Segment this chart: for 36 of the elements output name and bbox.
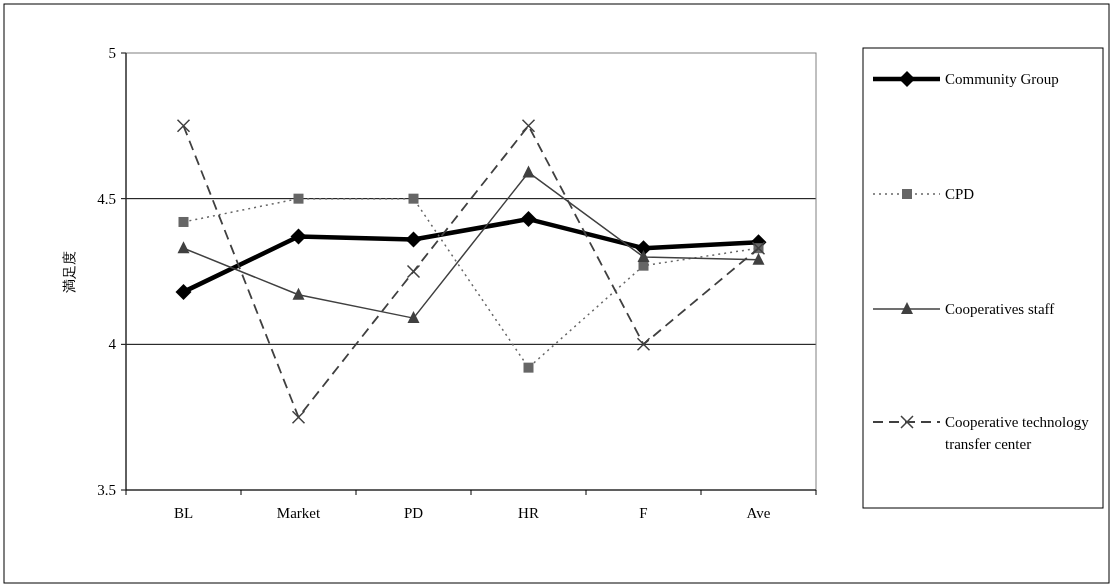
legend-label: Cooperatives staff xyxy=(945,301,1055,317)
point xyxy=(523,362,534,373)
point xyxy=(522,165,535,178)
point xyxy=(407,311,420,324)
point xyxy=(292,287,305,300)
point xyxy=(406,264,421,279)
y-tick-label: 3.5 xyxy=(97,482,116,498)
legend-label: Cooperative technology transfer center xyxy=(945,414,1090,452)
x-tick-label: PD xyxy=(403,505,424,521)
point xyxy=(408,193,419,204)
point xyxy=(635,240,652,257)
y-tick-label: 4.5 xyxy=(97,190,116,207)
point xyxy=(637,249,650,262)
point xyxy=(175,283,192,300)
point xyxy=(636,337,651,352)
point xyxy=(290,228,307,245)
x-tick-label: Market xyxy=(276,505,321,521)
point xyxy=(176,119,191,133)
x-tick-label: HR xyxy=(518,505,539,521)
x-tick-label: Ave xyxy=(746,505,771,521)
point xyxy=(638,260,649,271)
legend-label: CPD xyxy=(945,186,975,202)
y-axis-title: 満足度 xyxy=(61,250,77,293)
y-tick-label: 4 xyxy=(108,336,117,353)
point xyxy=(520,211,537,228)
y-tick-label: 5 xyxy=(108,45,116,61)
point xyxy=(752,252,765,265)
point xyxy=(177,241,190,254)
point xyxy=(293,193,304,204)
x-tick-label: BL xyxy=(173,505,194,521)
point xyxy=(291,410,306,424)
point xyxy=(405,231,422,248)
x-tick-label: F xyxy=(639,505,648,521)
legend-label: Community Group xyxy=(945,71,1059,87)
point xyxy=(521,119,536,133)
point xyxy=(178,216,189,227)
